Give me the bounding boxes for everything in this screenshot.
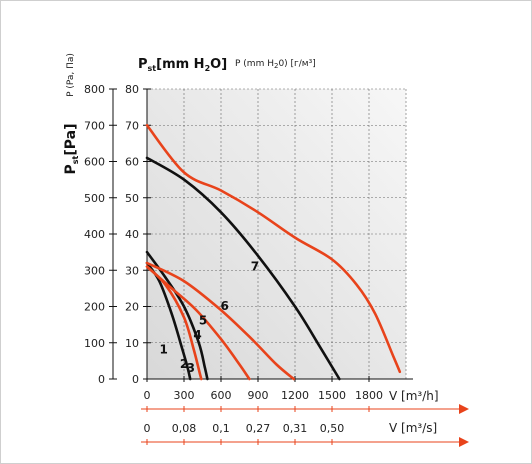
y-tick-pa-label: 300 xyxy=(84,264,105,277)
x-tick-m3h-label: 1200 xyxy=(281,389,309,402)
y-tick-pa-label: 600 xyxy=(84,156,105,169)
curve-1 xyxy=(145,261,192,381)
y-right-label-alt-main: P (mm H xyxy=(235,59,274,69)
y-left-label: Pst[Pa] xyxy=(63,124,80,175)
y-right-label: Pst[mm H2O] xyxy=(138,57,227,73)
grid-lines xyxy=(147,88,407,379)
curve-label-5: 5 xyxy=(199,314,207,328)
curve-6 xyxy=(145,156,341,381)
y-tick-pa-label: 0 xyxy=(98,373,105,386)
y-tick-pa-label: 700 xyxy=(84,119,105,132)
y-ticks-pa: 0 100 200 300 400 500 600 700 800 xyxy=(84,83,117,386)
y-tick-pa-label: 400 xyxy=(84,228,105,241)
x-tick-m3s-label: 0,31 xyxy=(283,422,308,435)
x-ticks-m3s: 0 0,08 0,1 0,27 0,31 0,50 xyxy=(144,422,345,445)
y-tick-mm-label: 60 xyxy=(125,156,139,169)
curve-5 xyxy=(145,261,296,381)
y-left-label-alt: P (Pa, Па) xyxy=(66,53,76,97)
y-tick-pa-label: 500 xyxy=(84,192,105,205)
y-tick-pa-label: 800 xyxy=(84,83,105,96)
y-tick-mm-label: 0 xyxy=(132,373,139,386)
y-right-label-sub: st xyxy=(148,64,157,73)
y-left-label-main: P xyxy=(63,164,79,174)
x-tick-m3h-label: 1500 xyxy=(318,389,346,402)
x-tick-m3h-label: 0 xyxy=(144,389,151,402)
y-right-label-main: P xyxy=(138,57,148,72)
x-tick-m3h-label: 900 xyxy=(248,389,269,402)
x-tick-m3s-label: 0,1 xyxy=(212,422,230,435)
y-ticks-mm: 0 10 20 30 40 50 60 70 80 xyxy=(125,83,151,386)
y-right-label-alt-sub: 2 xyxy=(274,62,278,70)
curve-label-3: 3 xyxy=(187,361,195,375)
x-tick-m3s-label: 0,27 xyxy=(246,422,271,435)
y-right-label-unit-end: O] xyxy=(210,57,227,72)
y-tick-mm-label: 50 xyxy=(125,192,139,205)
curve-7 xyxy=(145,124,402,374)
y-right-label-unit: [mm H xyxy=(156,57,204,72)
curve-label-6: 6 xyxy=(221,299,229,313)
x-tick-m3h-label: 300 xyxy=(174,389,195,402)
y-tick-mm-label: 80 xyxy=(125,83,139,96)
y-right-label-unit-sub: 2 xyxy=(205,64,211,73)
y-left-label-unit: [Pa] xyxy=(63,124,79,156)
curve-4 xyxy=(145,265,251,381)
y-right-label-alt: P (mm H20) [г/м³] xyxy=(235,59,316,70)
x-tick-m3s-label: 0,08 xyxy=(172,422,197,435)
y-tick-mm-label: 20 xyxy=(125,301,139,314)
x-label-m3h: V [m³/h] xyxy=(389,389,439,403)
x-ticks-m3h: 0 300 600 900 1200 1500 1800 xyxy=(144,376,383,412)
x-tick-m3h-label: 1800 xyxy=(355,389,383,402)
y-tick-pa-label: 100 xyxy=(84,337,105,350)
curve-label-1: 1 xyxy=(159,343,167,357)
curve-3 xyxy=(145,250,209,381)
curves: 123 456 7 xyxy=(145,124,402,381)
y-tick-mm-label: 40 xyxy=(125,228,139,241)
x-tick-m3h-label: 600 xyxy=(211,389,232,402)
x-axis-m3s-arrowhead xyxy=(459,437,469,447)
x-axis-m3h-arrowhead xyxy=(459,404,469,414)
curve-label-2: 2 xyxy=(180,357,188,371)
y-right-label-alt-end: 0) [г/м³] xyxy=(278,59,315,69)
y-tick-pa-label: 200 xyxy=(84,301,105,314)
curve-label-7: 7 xyxy=(251,259,259,273)
y-left-label-sub: st xyxy=(71,155,80,164)
y-tick-mm-label: 30 xyxy=(125,264,139,277)
x-tick-m3s-label: 0,50 xyxy=(320,422,345,435)
y-tick-mm-label: 70 xyxy=(125,119,139,132)
x-tick-m3s-label: 0 xyxy=(144,422,151,435)
x-label-m3s: V [m³/s] xyxy=(389,421,437,435)
y-tick-mm-label: 10 xyxy=(125,337,139,350)
curve-label-4: 4 xyxy=(193,328,201,342)
